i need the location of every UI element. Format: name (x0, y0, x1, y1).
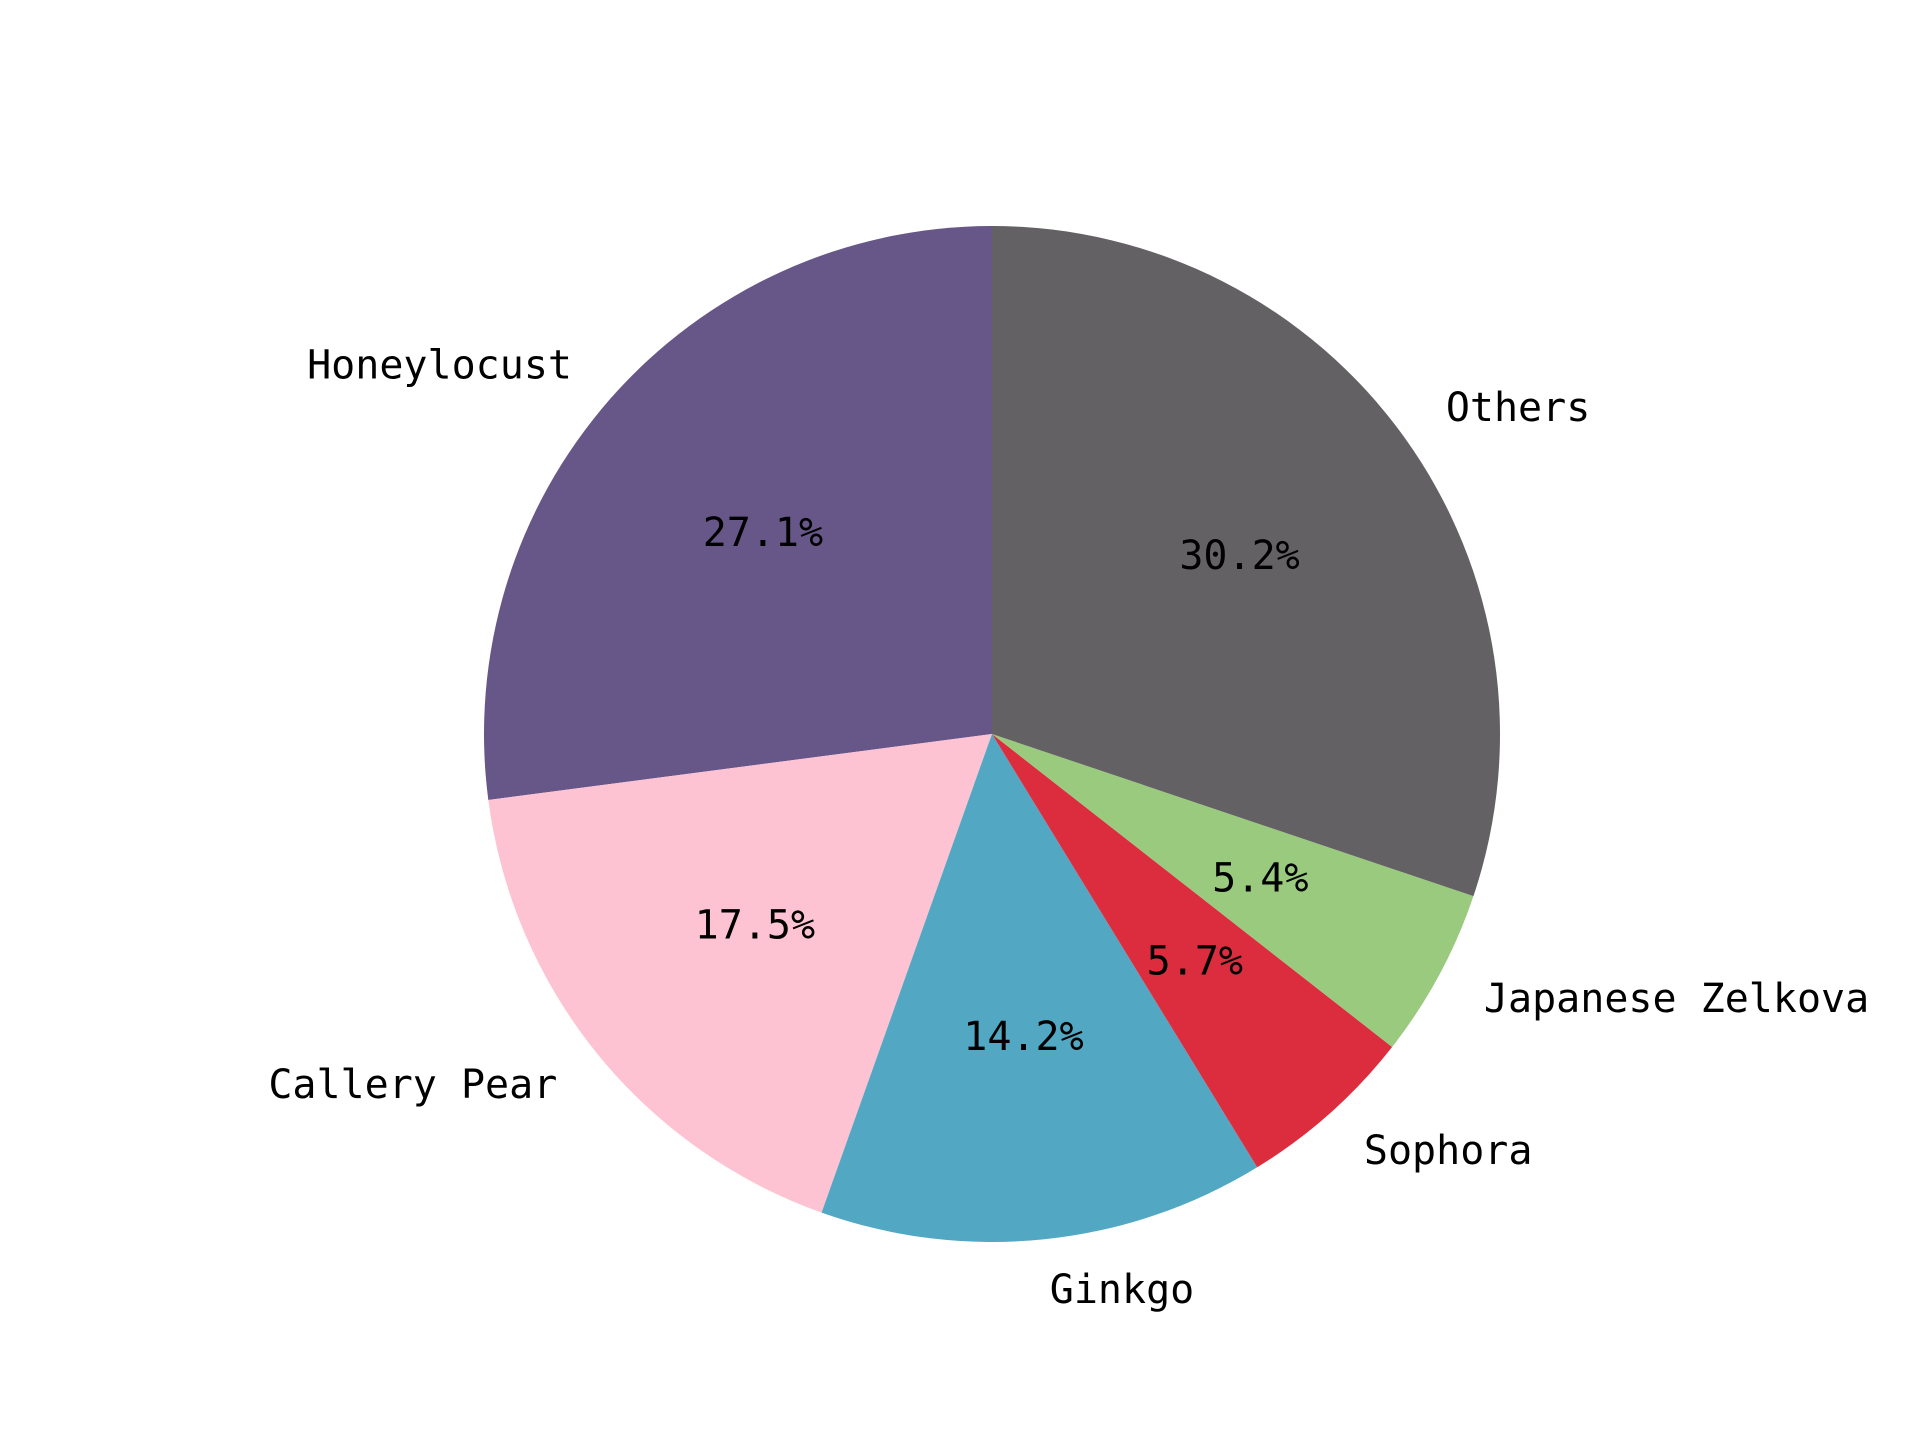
pct-label-others: 30.2% (1179, 533, 1299, 579)
pie-slice-japanese-zelkova (992, 734, 1474, 1047)
pct-label-callery-pear: 17.5% (695, 903, 815, 949)
slice-label-others: Others (1446, 385, 1591, 431)
slice-label-japanese-zelkova: Japanese Zelkova (1484, 976, 1869, 1022)
slice-label-sophora: Sophora (1364, 1128, 1533, 1174)
slice-label-callery-pear: Callery Pear (268, 1062, 557, 1108)
slice-label-honeylocust: Honeylocust (307, 342, 572, 388)
pie-labels: Honeylocust 27.1% Callery Pear 17.5% Ginkgo 1… (268, 342, 1869, 1312)
pie-slice-honeylocust (483, 226, 992, 800)
pie-slice-others (992, 226, 1500, 897)
pie-slices (483, 226, 1500, 1242)
slice-label-ginkgo: Ginkgo (1050, 1267, 1195, 1313)
pct-label-sophora: 5.7% (1147, 939, 1243, 985)
pie-slice-ginkgo (821, 734, 1258, 1242)
pie-slice-sophora (992, 734, 1393, 1168)
pct-label-ginkgo: 14.2% (963, 1014, 1083, 1060)
pct-label-japanese-zelkova: 5.4% (1212, 856, 1308, 902)
pie-slice-callery-pear (488, 734, 992, 1213)
pct-label-honeylocust: 27.1% (703, 510, 823, 556)
